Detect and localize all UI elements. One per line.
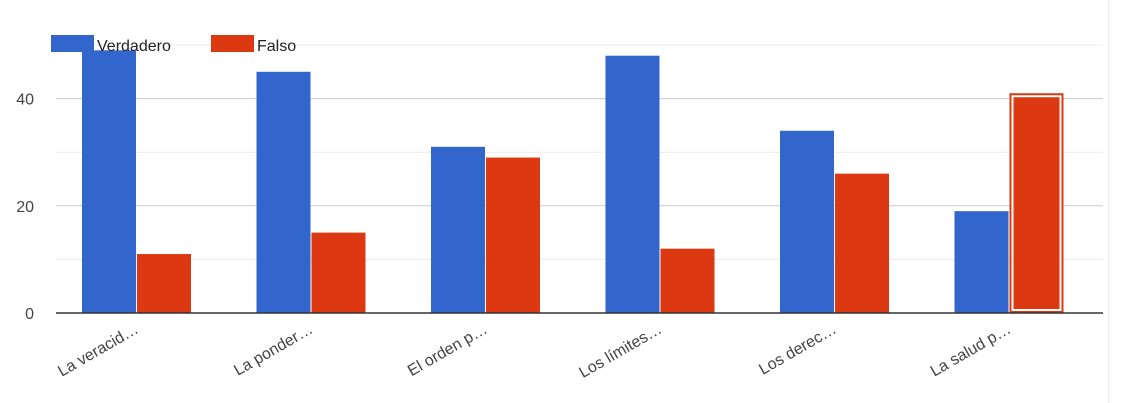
bars <box>82 50 1064 314</box>
bar-falso-3[interactable] <box>660 248 715 313</box>
gridlines <box>56 44 1103 260</box>
bar-highlight-outline <box>1011 95 1062 311</box>
chart-right-border <box>1108 0 1109 403</box>
x-tick-label: Los derec… <box>756 321 839 379</box>
bar-falso-5[interactable] <box>1009 93 1064 314</box>
y-tick-label: 40 <box>16 92 34 109</box>
bar-verdadero-5[interactable] <box>954 211 1009 313</box>
bar-falso-4[interactable] <box>835 173 889 313</box>
bar-falso-1[interactable] <box>311 232 366 313</box>
legend-label-falso: Falso <box>257 38 296 55</box>
legend: Verdadero Falso <box>51 35 296 55</box>
bar-verdadero-3[interactable] <box>605 55 660 313</box>
y-tick-label: 20 <box>16 199 34 216</box>
y-axis-ticks: 0 20 40 <box>16 92 34 323</box>
x-tick-label: La veracid… <box>55 321 141 381</box>
x-tick-label: Los límites… <box>576 321 665 382</box>
bar-falso-0[interactable] <box>137 254 191 313</box>
legend-swatch-falso <box>211 35 254 52</box>
bar-verdadero-0[interactable] <box>82 50 136 314</box>
legend-label-verdadero: Verdadero <box>97 38 171 55</box>
x-tick-label: El orden p… <box>405 321 491 380</box>
bar-verdadero-2[interactable] <box>431 146 485 313</box>
x-tick-label: La ponder… <box>231 321 316 380</box>
x-tick-label: La salud p… <box>928 321 1014 381</box>
bar-falso-2[interactable] <box>486 157 540 313</box>
legend-swatch-verdadero <box>51 35 94 52</box>
bar-verdadero-4[interactable] <box>780 130 834 313</box>
x-axis-ticks: La veracid… La ponder… El orden p… Los lími… <box>55 321 1014 382</box>
bar-verdadero-1[interactable] <box>256 71 311 313</box>
y-tick-label: 0 <box>25 306 34 323</box>
